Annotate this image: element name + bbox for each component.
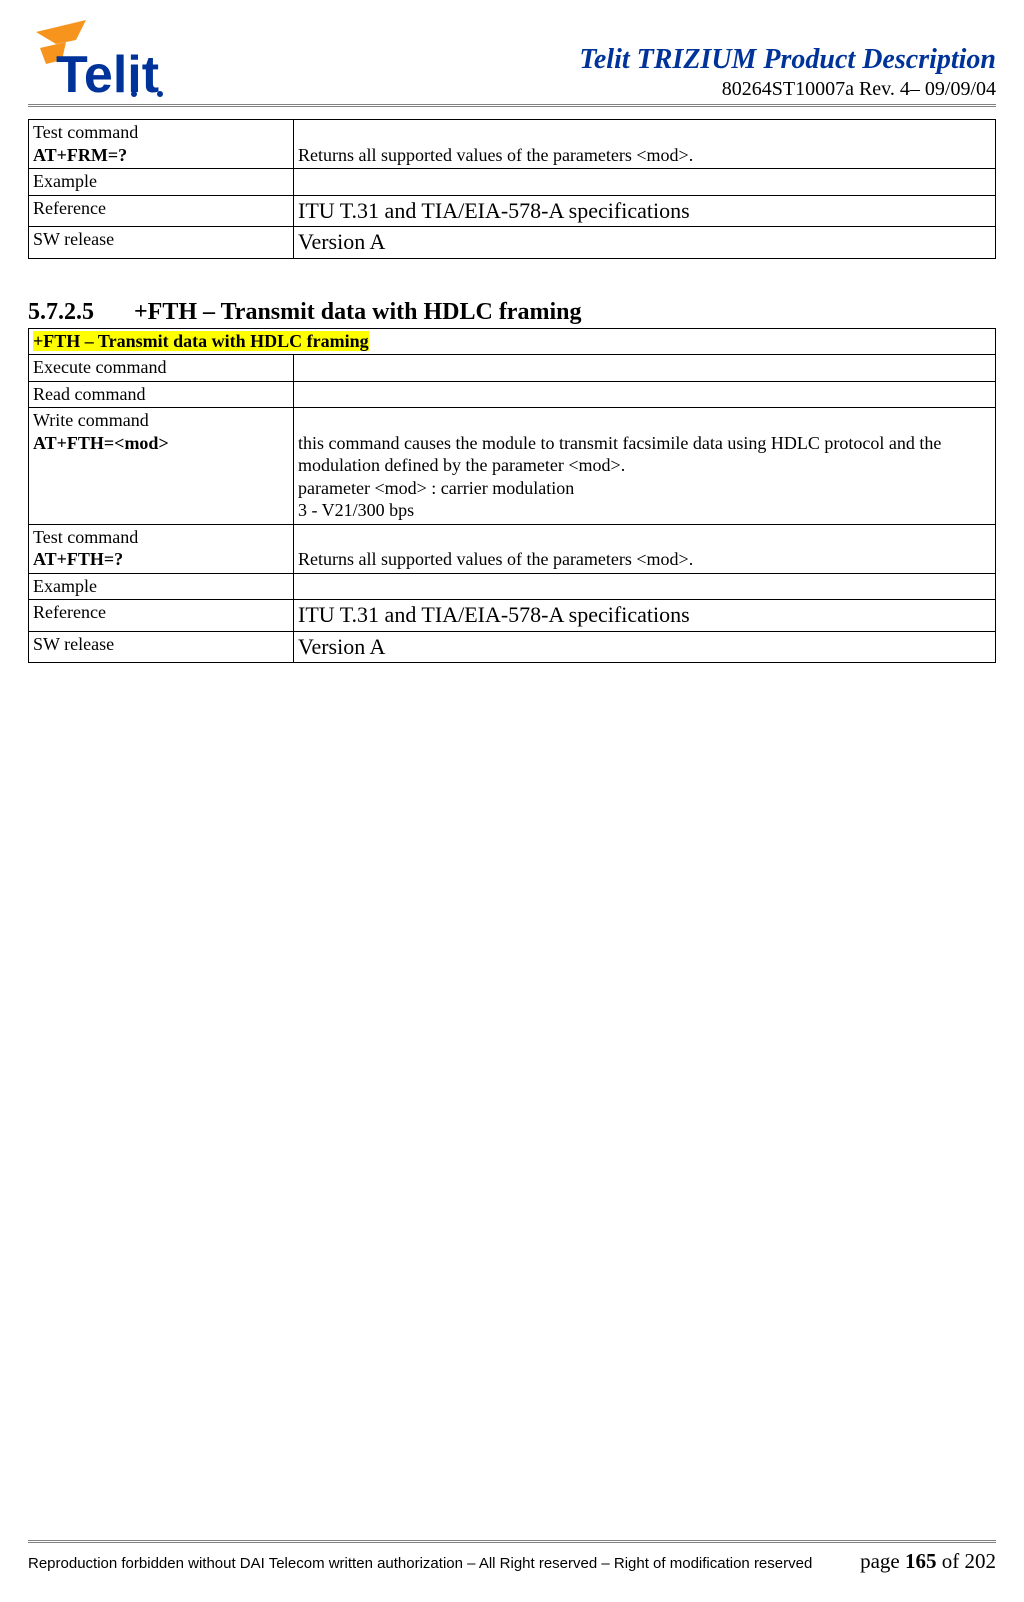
telit-logo: Telit xyxy=(28,20,218,102)
cell-left: Execute command xyxy=(29,355,294,382)
svg-text:Telit: Telit xyxy=(56,46,159,102)
table-row: Reference ITU T.31 and TIA/EIA-578-A spe… xyxy=(29,195,996,227)
table-row: Example xyxy=(29,573,996,600)
header-right: Telit TRIZIUM Product Description 80264S… xyxy=(579,20,996,101)
cell-right: ITU T.31 and TIA/EIA-578-A specification… xyxy=(294,195,996,227)
cell-right: this command causes the module to transm… xyxy=(294,408,996,525)
cell-right xyxy=(294,355,996,382)
cell-right: Returns all supported values of the para… xyxy=(294,524,996,573)
section-title: +FTH – Transmit data with HDLC framing xyxy=(134,299,581,325)
table-row: +FTH – Transmit data with HDLC framing xyxy=(29,328,996,355)
doc-title: Telit TRIZIUM Product Description xyxy=(579,44,996,76)
table-row: Write command AT+FTH=<mod> this command … xyxy=(29,408,996,525)
cell-left: Test command AT+FRM=? xyxy=(29,120,294,169)
cell-left: Read command xyxy=(29,381,294,408)
table-row: Test command AT+FTH=? Returns all suppor… xyxy=(29,524,996,573)
cell-left: Write command AT+FTH=<mod> xyxy=(29,408,294,525)
cell-right: ITU T.31 and TIA/EIA-578-A specification… xyxy=(294,600,996,632)
footer-text: Reproduction forbidden without DAI Telec… xyxy=(28,1549,996,1574)
cell-right xyxy=(294,381,996,408)
table-row: Example xyxy=(29,169,996,196)
table-row: Reference ITU T.31 and TIA/EIA-578-A spe… xyxy=(29,600,996,632)
cell-right xyxy=(294,573,996,600)
table-frm: Test command AT+FRM=? Returns all suppor… xyxy=(28,119,996,259)
section-heading: 5.7.2.5 +FTH – Transmit data with HDLC f… xyxy=(28,299,996,326)
table-fth: +FTH – Transmit data with HDLC framing E… xyxy=(28,328,996,664)
cell-right: Version A xyxy=(294,631,996,663)
cell-right: Version A xyxy=(294,227,996,259)
footer-notice: Reproduction forbidden without DAI Telec… xyxy=(28,1555,812,1572)
cell-left: SW release xyxy=(29,227,294,259)
page-footer: Reproduction forbidden without DAI Telec… xyxy=(28,1540,996,1574)
section-number: 5.7.2.5 xyxy=(28,299,128,326)
table-row: Execute command xyxy=(29,355,996,382)
cell-header: +FTH – Transmit data with HDLC framing xyxy=(29,328,996,355)
table-row: Test command AT+FRM=? Returns all suppor… xyxy=(29,120,996,169)
footer-rule xyxy=(28,1540,996,1543)
cell-left: Reference xyxy=(29,195,294,227)
page-header: Telit Telit TRIZIUM Product Description … xyxy=(28,20,996,102)
page-number: page 165 of 202 xyxy=(860,1549,996,1574)
cell-left: Test command AT+FTH=? xyxy=(29,524,294,573)
cell-left: Reference xyxy=(29,600,294,632)
cell-right: Returns all supported values of the para… xyxy=(294,120,996,169)
header-rule xyxy=(28,104,996,107)
cell-left: SW release xyxy=(29,631,294,663)
table-row: Read command xyxy=(29,381,996,408)
cell-left: Example xyxy=(29,573,294,600)
cell-right xyxy=(294,169,996,196)
doc-meta: 80264ST10007a Rev. 4– 09/09/04 xyxy=(579,78,996,101)
cell-left: Example xyxy=(29,169,294,196)
table-row: SW release Version A xyxy=(29,631,996,663)
table-row: SW release Version A xyxy=(29,227,996,259)
